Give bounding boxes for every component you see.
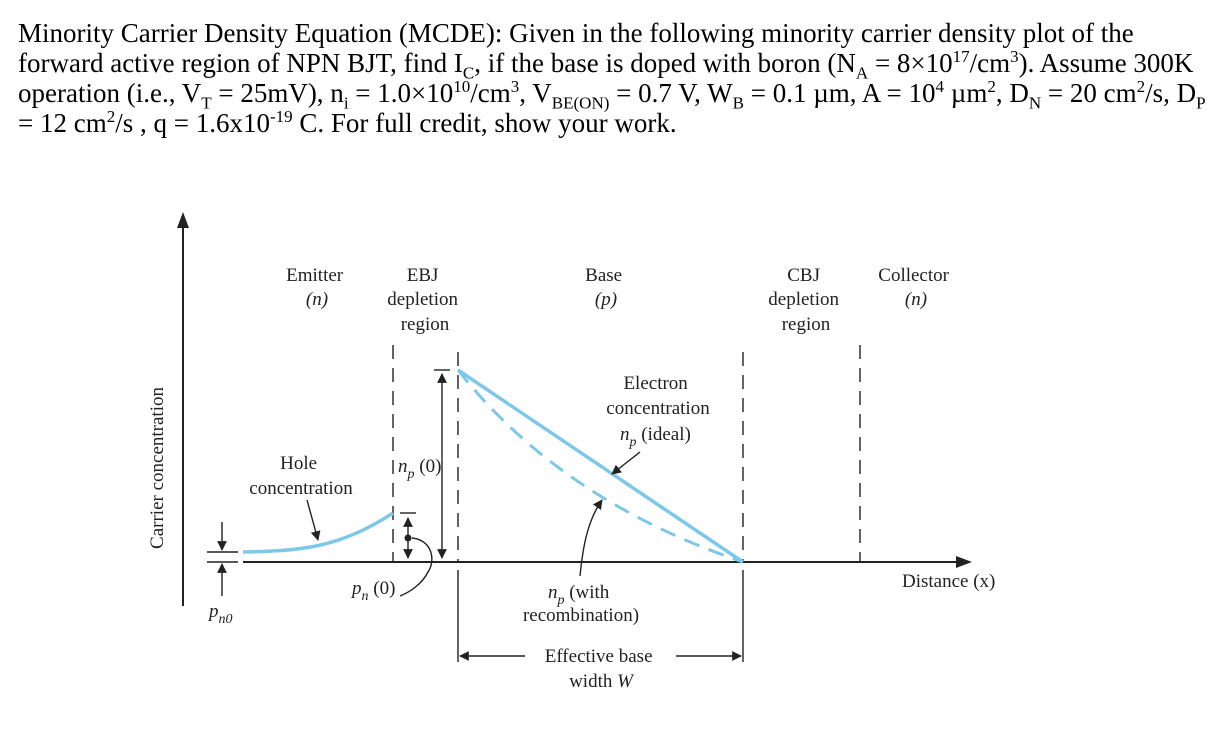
pn0-leader-curve [399, 537, 433, 597]
ebj-label: EBJ depletion region [387, 265, 462, 335]
electron-ideal-pointer-arrow [611, 451, 641, 475]
problem-statement: Minority Carrier Density Equation (MCDE)… [18, 18, 1206, 138]
hole-concentration-curve [242, 511, 394, 554]
electron-ideal-label: np (ideal) [620, 424, 691, 450]
np0-label: np (0) [398, 456, 441, 482]
effective-base-width-label: Effective base width W [545, 646, 658, 692]
cbj-label: CBJ depletion region [768, 265, 843, 335]
y-axis-label: Carrier concentration [147, 387, 168, 549]
recombination-label: np (with recombination) [523, 582, 639, 626]
electron-concentration-label: Electron concentration [606, 373, 710, 419]
electron-ideal-line [457, 368, 744, 564]
base-label: Base (p) [585, 265, 627, 310]
x-axis-label: Distance (x) [902, 571, 995, 592]
y-axis-arrowhead [177, 212, 189, 228]
recombination-pointer-arrow [579, 499, 603, 577]
pn0-marker-dot [404, 534, 412, 542]
hole-pointer-arrow [306, 499, 321, 541]
x-axis-arrowhead [956, 556, 972, 568]
emitter-label: Emitter (n) [286, 265, 348, 310]
hole-concentration-label: Hole concentration [249, 453, 353, 499]
pn0-equilibrium-label: pn0 [207, 601, 233, 627]
pn0-label: pn (0) [350, 578, 395, 604]
collector-label: Collector (n) [878, 265, 953, 310]
electron-recombination-curve [456, 369, 744, 564]
